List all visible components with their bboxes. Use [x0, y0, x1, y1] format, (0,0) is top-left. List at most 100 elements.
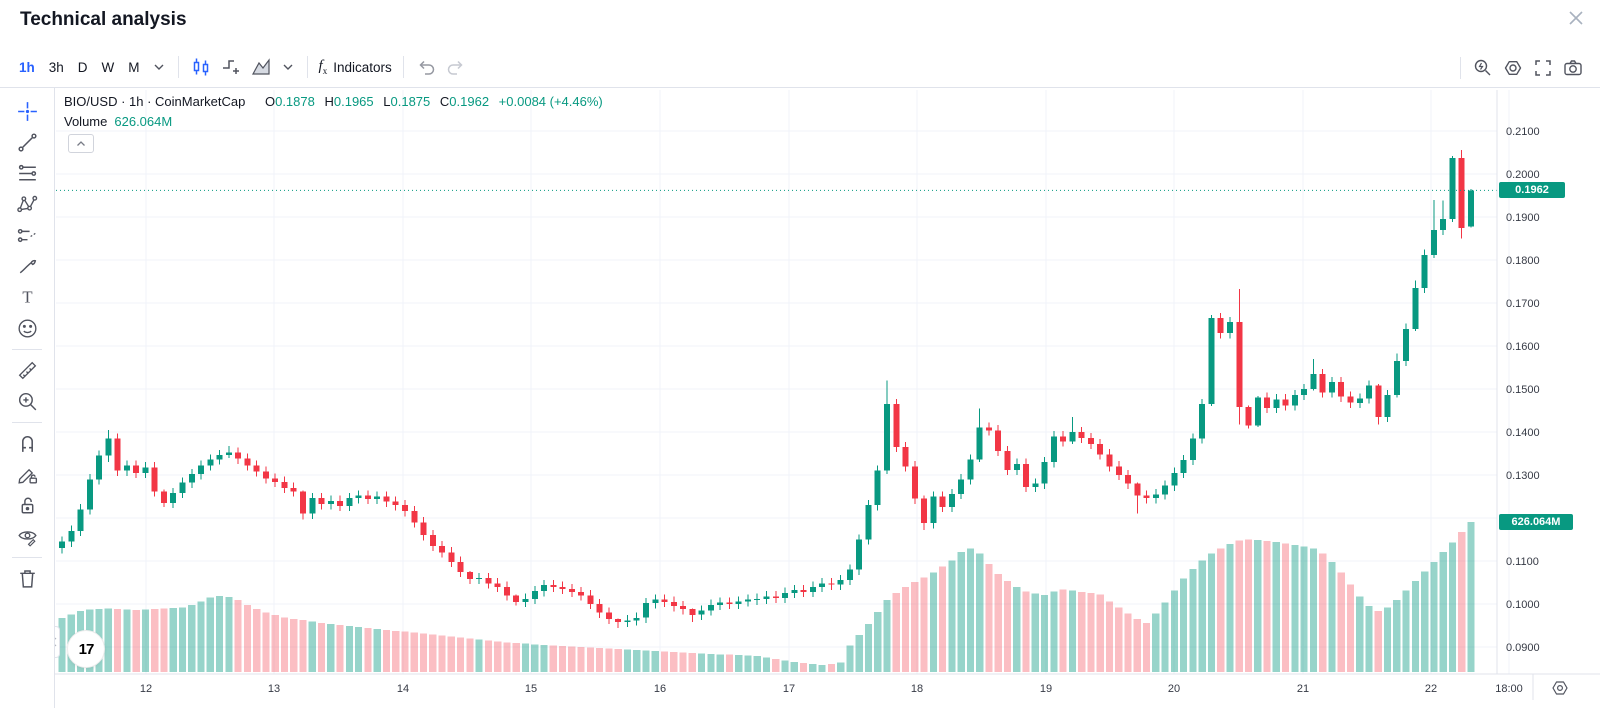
last-volume-badge: 626.064M	[1499, 514, 1573, 530]
svg-text:0.1000: 0.1000	[1506, 599, 1540, 611]
svg-text:22: 22	[1425, 683, 1437, 695]
unlock-icon	[21, 497, 33, 514]
svg-text:15: 15	[525, 683, 537, 695]
camera-icon	[1564, 59, 1582, 75]
snapshot-button[interactable]	[1558, 54, 1588, 82]
legend-collapse-button[interactable]	[68, 134, 94, 153]
tool-emoji-button[interactable]	[8, 313, 46, 344]
volume-layer	[58, 522, 1475, 672]
candles-layer	[59, 149, 1474, 629]
area-chart-icon	[251, 58, 270, 75]
svg-text:0.1400: 0.1400	[1506, 427, 1540, 439]
tool-hide-drawings-button[interactable]	[8, 521, 46, 552]
toolbar-divider	[177, 56, 179, 78]
tool-divider	[12, 557, 42, 558]
candles-icon	[193, 58, 208, 76]
ohlc-open-value: 0.1878	[275, 94, 315, 109]
svg-text:14: 14	[397, 683, 409, 695]
volume-legend: Volume 626.064M	[64, 114, 172, 129]
svg-text:0.1500: 0.1500	[1506, 384, 1540, 396]
toolbar-right-group	[1453, 47, 1588, 88]
timeframe-button-W[interactable]: W	[101, 59, 115, 75]
undo-icon	[419, 60, 434, 75]
tool-divider	[12, 349, 42, 350]
svg-text:21: 21	[1297, 683, 1309, 695]
tool-trash-button[interactable]	[8, 563, 46, 594]
tool-magnet-button[interactable]	[8, 428, 46, 459]
tool-fib-retracement-button[interactable]	[8, 158, 46, 189]
ohlc-change-value: +0.0084 (+4.46%)	[498, 94, 603, 109]
fib-retracement-icon	[18, 164, 36, 181]
compare-button[interactable]	[216, 53, 246, 81]
header: Technical analysis	[0, 0, 1600, 47]
timeframe-button-M[interactable]: M	[128, 59, 140, 75]
last-price-badge: 0.1962	[1499, 182, 1565, 198]
price-scale[interactable]	[1497, 90, 1600, 674]
timeframe-button-D[interactable]: D	[77, 59, 88, 75]
chart-toolbar: 1h 3h D W M fx Indicators	[0, 47, 1600, 88]
tool-brush-button[interactable]	[8, 251, 46, 282]
timeframe-button-1h[interactable]: 1h	[19, 59, 35, 75]
ohlc-low-value: 0.1875	[390, 94, 431, 109]
page-title: Technical analysis	[20, 9, 187, 30]
redo-button[interactable]	[441, 53, 471, 81]
redo-icon	[447, 60, 463, 75]
tradingview-logo[interactable]: 17	[67, 630, 105, 668]
time-settings-button[interactable]	[1552, 681, 1568, 695]
tool-xabcd-pattern-button[interactable]	[8, 189, 46, 220]
legend-symbol[interactable]: BIO/USD · 1h · CoinMarketCap	[64, 94, 246, 109]
toolbar-divider	[306, 56, 308, 78]
svg-text:0.1800: 0.1800	[1506, 255, 1540, 267]
compare-icon	[222, 60, 239, 74]
symbol-legend: BIO/USD · 1h · CoinMarketCap O0.1878 H0.…	[64, 94, 603, 109]
crosshair-icon	[17, 102, 37, 121]
fullscreen-button[interactable]	[1528, 54, 1558, 82]
ohlc-high-label: H	[324, 94, 334, 109]
tool-crosshair-button[interactable]	[8, 96, 46, 127]
toolbar-divider	[402, 56, 404, 78]
time-scale[interactable]	[56, 674, 1533, 700]
chart-type-candles-button[interactable]	[186, 53, 216, 81]
timeframe-button-3h[interactable]: 3h	[48, 59, 64, 75]
svg-text:0.1100: 0.1100	[1506, 556, 1539, 568]
forecast-icon	[17, 228, 36, 243]
tool-ruler-button[interactable]	[8, 355, 46, 386]
magnet-icon	[21, 436, 33, 452]
tool-text-button[interactable]: T	[8, 282, 46, 313]
indicators-button[interactable]: fx Indicators	[315, 53, 396, 81]
quick-search-button[interactable]	[1468, 54, 1498, 82]
svg-text:18:00: 18:00	[1495, 683, 1523, 695]
chart-plot-area[interactable]	[56, 90, 1497, 674]
svg-text:12: 12	[140, 683, 152, 695]
fullscreen-icon	[1535, 59, 1551, 76]
tool-zoom-in-button[interactable]	[8, 386, 46, 417]
svg-text:20: 20	[1168, 683, 1180, 695]
settings-button[interactable]	[1498, 54, 1528, 82]
tool-edit-lock-button[interactable]	[8, 459, 46, 490]
svg-text:T: T	[22, 288, 32, 307]
tool-trend-line-button[interactable]	[8, 127, 46, 158]
svg-text:0.1900: 0.1900	[1506, 212, 1540, 224]
quick-search-icon	[1474, 59, 1491, 75]
tool-forecast-button[interactable]	[8, 220, 46, 251]
svg-text:17: 17	[783, 683, 795, 695]
svg-text:0.1300: 0.1300	[1506, 470, 1540, 482]
drawing-toolbar: T	[0, 88, 55, 708]
undo-button[interactable]	[411, 53, 441, 81]
close-icon[interactable]	[1566, 8, 1586, 28]
axis-layer: 0.2100 0.2000 0.1900 0.1800 0.1700 0.1600 0.15…	[0, 90, 1600, 700]
svg-text:0.1700: 0.1700	[1506, 298, 1540, 310]
tool-unlock-button[interactable]	[8, 490, 46, 521]
emoji-icon	[17, 319, 37, 338]
toolbar-divider	[1460, 56, 1461, 79]
brush-icon	[19, 259, 36, 274]
svg-text:0.2100: 0.2100	[1506, 126, 1540, 138]
style-chevron-down-icon[interactable]	[280, 59, 296, 75]
ohlc-close-value: 0.1962	[449, 94, 490, 109]
area-style-button[interactable]	[246, 53, 276, 81]
timeframe-chevron-down-icon[interactable]	[151, 59, 167, 75]
zoom-in-icon	[18, 392, 36, 411]
xabcd-pattern-icon	[16, 195, 37, 213]
